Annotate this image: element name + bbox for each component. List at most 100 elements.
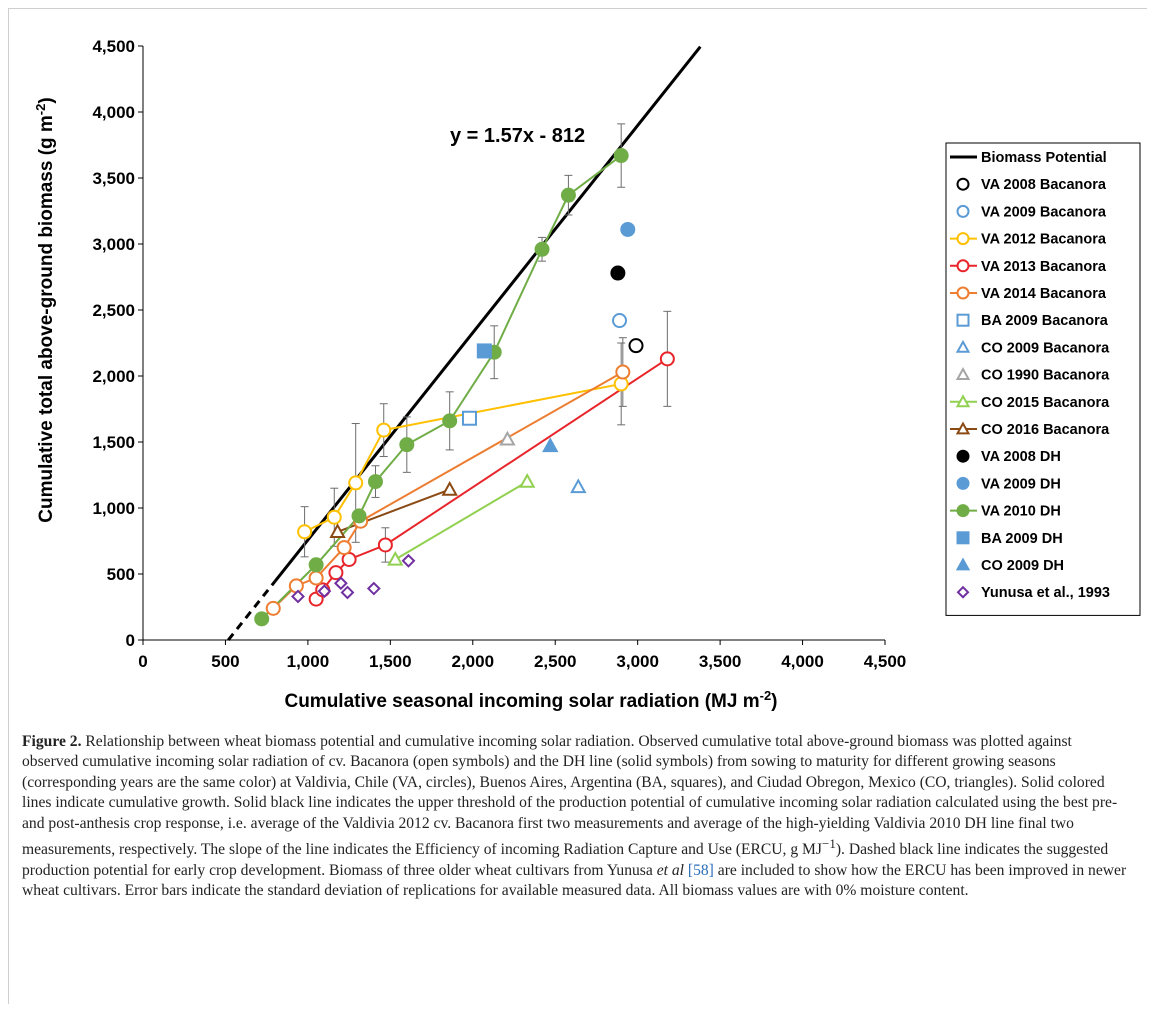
data-point [476, 343, 492, 359]
data-point [291, 589, 305, 604]
legend-label: Yunusa et al., 1993 [981, 585, 1110, 601]
data-point [518, 473, 536, 488]
series-line [394, 480, 528, 561]
data-point [499, 430, 516, 446]
data-point [367, 474, 383, 490]
legend-label: VA 2008 Bacanora [981, 177, 1107, 193]
caption-text-1: Relationship between wheat biomass poten… [22, 733, 1118, 859]
legend-label: VA 2009 Bacanora [981, 204, 1107, 220]
legend-marker [956, 204, 970, 218]
data-point [351, 508, 367, 524]
data-point [336, 540, 352, 556]
data-point [308, 557, 324, 573]
legend-marker [956, 286, 970, 300]
data-point [610, 265, 626, 281]
legend-label: VA 2010 DH [981, 504, 1061, 520]
legend-marker [956, 476, 970, 490]
axes: 0 500 1,000 1,500 2,000 2,500 3,000 3,500 4,000 4… [92, 37, 906, 671]
x-tick-label: 4,000 [781, 652, 824, 671]
y-tick-label: 1,500 [92, 433, 135, 452]
data-point [308, 570, 324, 586]
y-tick-label: 1,000 [92, 499, 135, 518]
legend-marker [955, 339, 971, 353]
y-axis-label: Cumulative total above-ground biomass (g… [33, 97, 58, 522]
x-tick-label: 3,000 [616, 652, 659, 671]
legend-label: BA 2009 DH [981, 531, 1063, 547]
caption-etal: et al [656, 861, 684, 879]
legend-marker [955, 557, 971, 571]
data-point [613, 376, 629, 392]
data-point [570, 478, 587, 494]
x-tick-label: 4,500 [864, 652, 907, 671]
data-point [329, 523, 346, 538]
data-point [340, 585, 355, 600]
chart: 0 500 1,000 1,500 2,000 2,500 3,000 3,500 4,000 4… [33, 37, 1141, 712]
legend-marker [955, 421, 971, 435]
y-tick-label: 2,500 [92, 301, 135, 320]
legend-label: CO 2016 Bacanora [981, 422, 1110, 438]
plot-area [227, 45, 702, 641]
data-point [376, 422, 392, 438]
data-point [441, 480, 458, 496]
data-point [387, 550, 404, 566]
figure-caption: Figure 2. Relationship between wheat bio… [22, 732, 1132, 901]
legend-marker [956, 259, 970, 273]
data-point [377, 537, 393, 553]
data-point [613, 148, 629, 164]
potential-line-dashed [227, 580, 277, 641]
x-tick-label: 2,500 [534, 652, 577, 671]
y-tick-label: 0 [126, 631, 135, 650]
legend-label: CO 1990 Bacanora [981, 368, 1110, 384]
legend-label: VA 2014 Bacanora [981, 286, 1107, 302]
x-tick-label: 0 [138, 652, 147, 671]
series-line [304, 382, 622, 533]
legend-label: VA 2008 DH [981, 449, 1061, 465]
caption-superscript: −1 [821, 836, 836, 852]
legend-marker [956, 531, 970, 545]
data-point [461, 410, 477, 426]
legend-box [945, 142, 1141, 616]
data-point [534, 241, 550, 257]
data-point [615, 364, 631, 380]
x-tick-label: 500 [211, 652, 239, 671]
legend-label: VA 2009 DH [981, 476, 1061, 492]
figure-frame [8, 8, 1147, 1004]
legend-label: CO 2009 Bacanora [981, 340, 1110, 356]
data-point [328, 565, 344, 581]
data-point [401, 553, 416, 568]
caption-text-2: ). Dashed black line indicates the sugge… [22, 841, 1109, 879]
x-tick-label: 3,500 [699, 652, 742, 671]
data-point [254, 611, 270, 627]
data-point [297, 524, 313, 540]
legend-label: BA 2009 Bacanora [981, 313, 1109, 329]
legend-marker [956, 177, 970, 191]
y-tick-label: 3,000 [92, 235, 135, 254]
legend-marker [956, 504, 970, 518]
legend-marker [956, 449, 970, 463]
y-tick-label: 4,000 [92, 103, 135, 122]
series-line [261, 154, 622, 620]
legend-label: VA 2012 Bacanora [981, 232, 1107, 248]
potential-line [273, 45, 702, 583]
data-point [333, 576, 348, 591]
data-point [620, 221, 636, 237]
caption-label: Figure 2. [22, 733, 82, 750]
x-tick-label: 1,500 [369, 652, 412, 671]
legend-marker [955, 367, 971, 380]
equation-label: y = 1.57x - 812 [450, 125, 585, 147]
legend-label: VA 2013 Bacanora [981, 259, 1107, 275]
x-tick-label: 1,000 [287, 652, 330, 671]
y-tick-label: 2,000 [92, 367, 135, 386]
data-point [265, 600, 281, 616]
data-point [348, 475, 364, 491]
data-point [612, 313, 628, 329]
data-point [326, 509, 342, 525]
y-tick-label: 3,500 [92, 169, 135, 188]
caption-text-3: are included to show how the ERCU has be… [22, 861, 1127, 900]
y-tick-label: 500 [107, 565, 135, 584]
data-point [366, 581, 381, 596]
data-point [542, 437, 559, 453]
legend-marker [955, 394, 971, 408]
legend-label: CO 2009 DH [981, 558, 1064, 574]
caption-reference-link[interactable]: [58] [687, 861, 714, 879]
